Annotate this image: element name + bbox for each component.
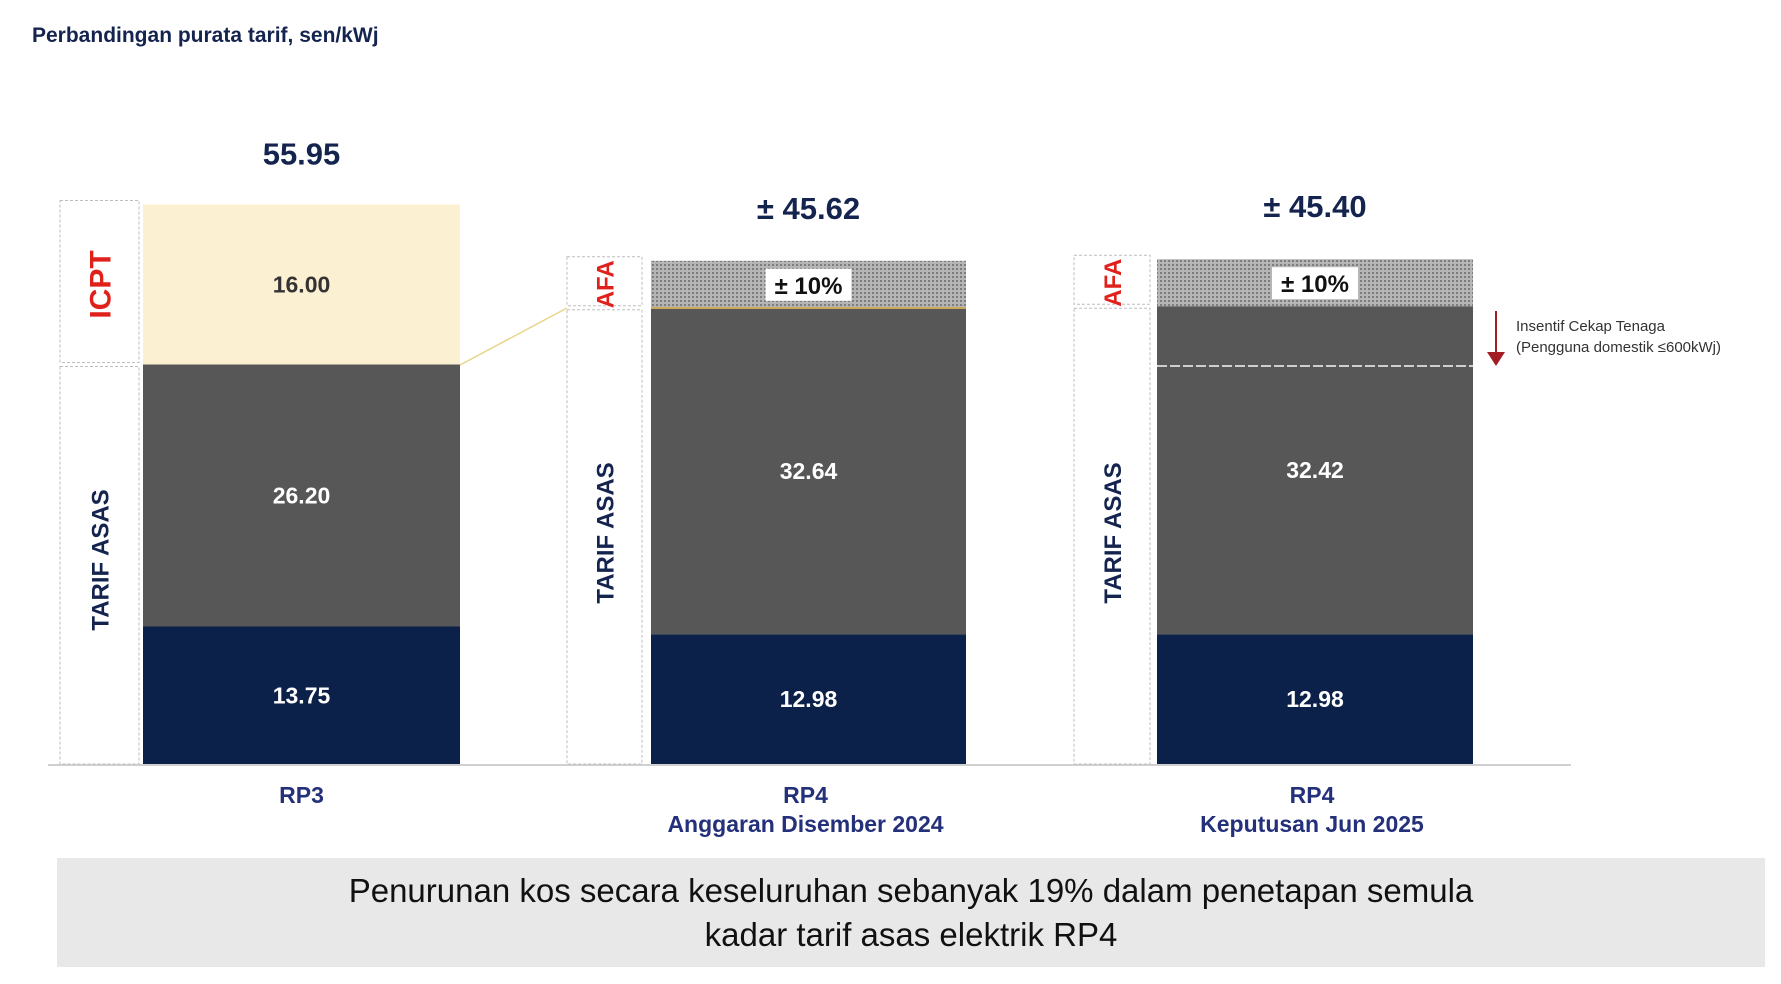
bar-segment (651, 307, 966, 635)
afa-label-box (765, 268, 852, 301)
group-label-bottom: TARIF ASAS (593, 462, 620, 603)
segment-label: 32.42 (1286, 457, 1344, 483)
top-label-box (59, 200, 140, 363)
group-label-top: AFA (1100, 259, 1127, 307)
segment-label: 12.98 (780, 686, 838, 712)
segment-label: 32.64 (780, 458, 838, 484)
group-label-top: AFA (593, 260, 620, 308)
tarif-asas-label-box (59, 366, 140, 765)
bar-segment (143, 204, 460, 365)
segment-label: 16.00 (273, 272, 331, 298)
bar-total-label: ± 45.62 (757, 191, 860, 226)
summary-line-1: Penurunan kos secara keseluruhan sebanya… (348, 871, 1474, 909)
group-label-bottom: TARIF ASAS (1100, 462, 1127, 603)
segment-label: ± 10% (775, 273, 843, 300)
annotation-line-2: (Pengguna domestik ≤600kWj) (1516, 339, 1721, 356)
bar-total-label: ± 45.40 (1263, 189, 1366, 224)
bar-segment (143, 364, 460, 627)
top-label-box (566, 256, 643, 307)
bar-segment (1157, 306, 1473, 635)
bar-segment (1157, 634, 1473, 764)
bar-segment (143, 626, 460, 764)
category-label: RP4 (783, 782, 828, 808)
tarif-asas-label-box (1073, 307, 1151, 765)
category-label: RP3 (279, 782, 324, 808)
segment-label: ± 10% (1281, 271, 1349, 298)
connector-line (459, 307, 568, 366)
bar-segment (651, 634, 966, 764)
annotation-line-1: Insentif Cekap Tenaga (1516, 318, 1666, 335)
segment-label: 13.75 (273, 682, 331, 708)
group-label-bottom: TARIF ASAS (88, 489, 115, 630)
summary-box: Penurunan kos secara keseluruhan sebanya… (57, 858, 1765, 967)
group-label-top: ICPT (85, 250, 118, 318)
segment-label: 26.20 (273, 483, 331, 509)
segment-label: 12.98 (1286, 686, 1344, 712)
category-label: RP4 (1290, 782, 1335, 808)
chart-title: Perbandingan purata tarif, sen/kWj (32, 24, 379, 47)
tarif-asas-label-box (566, 309, 643, 765)
category-label: Anggaran Disember 2024 (667, 811, 943, 837)
afa-label-box (1272, 267, 1358, 300)
summary-line-2: kadar tarif asas elektrik RP4 (704, 915, 1118, 953)
bar-total-label: 55.95 (263, 137, 341, 172)
down-arrow-head-icon (1487, 352, 1505, 366)
top-label-box (1073, 254, 1151, 305)
category-label: Keputusan Jun 2025 (1200, 811, 1424, 837)
